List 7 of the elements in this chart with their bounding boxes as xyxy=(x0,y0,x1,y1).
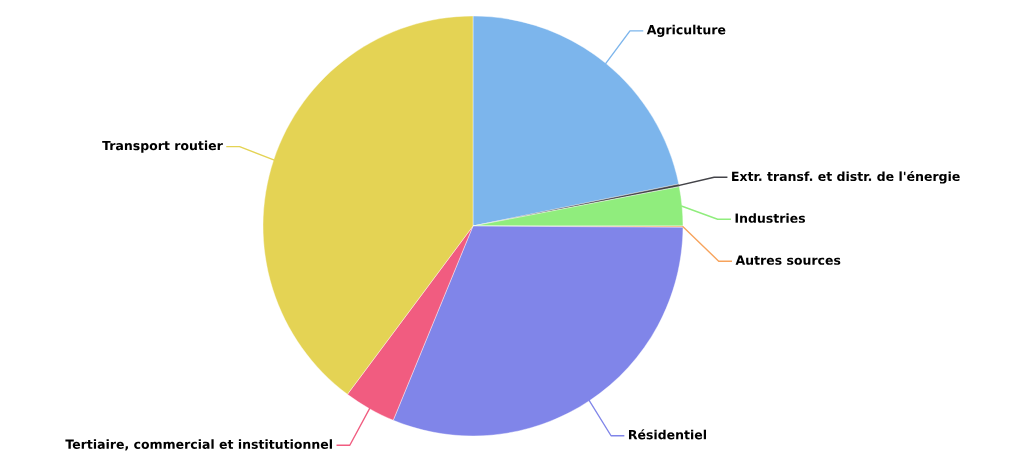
slice-label: Agriculture xyxy=(646,24,726,37)
slice-label: Tertiaire, commercial et institutionnel xyxy=(65,439,332,451)
slice-label: Industries xyxy=(735,213,806,223)
slice-label: Transport routier xyxy=(102,140,223,153)
slice-label: Extr. transf. et distr. de l'énergie xyxy=(732,170,960,184)
slice-label: Autres sources xyxy=(735,255,841,265)
slice-label: Résidentiel xyxy=(629,429,706,440)
